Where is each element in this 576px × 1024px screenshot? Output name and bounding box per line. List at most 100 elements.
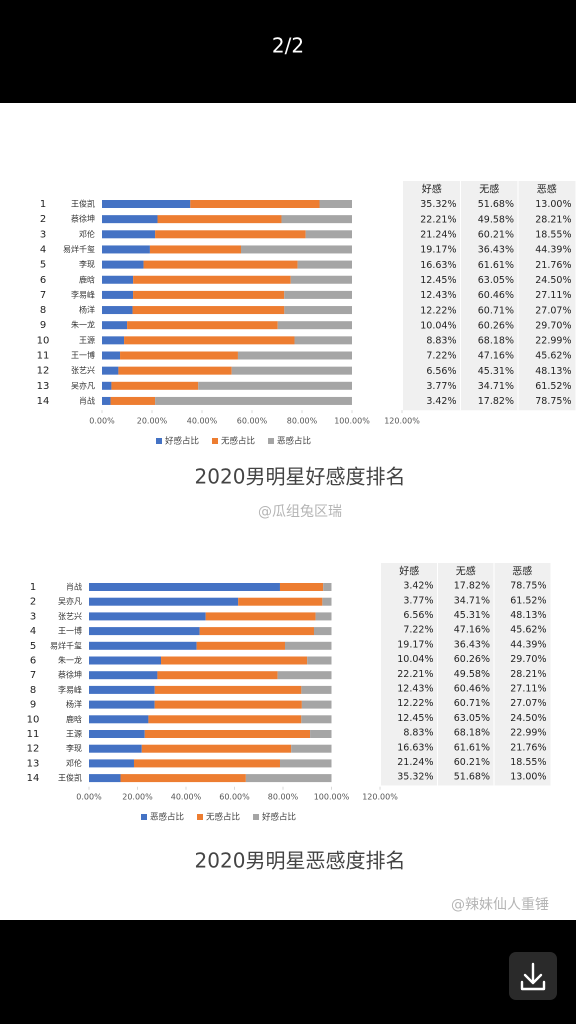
table-cell: 6.56% [426,366,456,377]
table-cell: 36.43% [454,639,490,650]
rank: 9 [30,700,36,711]
table-cell: 19.17% [397,639,433,650]
legend-swatch [268,438,274,444]
bar-segment [294,336,352,345]
legend-swatch [212,438,218,444]
table-cell: 60.21% [478,230,514,241]
category-label: 肖战 [79,395,95,405]
legend-label: 恶感占比 [277,436,311,447]
table-cell: 16.63% [420,260,456,271]
legend-swatch [156,438,162,444]
table-cell: 35.32% [397,772,433,783]
bar-segment [110,396,156,405]
x-tick-label: 120.00% [362,793,398,802]
bar-segment [291,744,332,753]
table-cell: 60.46% [478,290,514,301]
table-cell: 51.68% [454,772,490,783]
table-cell: 13.00% [510,772,546,783]
bar-segment [245,774,332,783]
table-cell: 3.42% [403,581,433,592]
table-cell: 29.70% [535,320,571,331]
bar-segment [196,641,285,650]
x-tick-label: 120.00% [384,417,420,426]
category-label: 朱一龙 [58,655,82,665]
table-cell: 18.55% [535,230,571,241]
table-cell: 16.63% [397,742,433,753]
table-cell: 78.75% [510,581,546,592]
category-label: 蔡徐坤 [71,214,95,224]
table-cell: 44.39% [510,639,546,650]
bar-segment [281,215,352,224]
table-cell: 60.21% [454,757,490,768]
bar-segment [301,700,332,709]
bar-segment [89,774,121,783]
x-tick-label: 0.00% [89,417,115,426]
bar-segment [118,366,232,375]
bar-segment [89,597,239,606]
bar-segment [111,381,199,390]
table-cell: 68.18% [478,336,514,347]
rank: 9 [40,320,46,331]
table-cell: 12.43% [397,683,433,694]
bar-segment [133,275,291,284]
table-cell: 12.22% [397,698,433,709]
bar-segment [102,351,121,360]
bar-segment [279,759,332,768]
rank: 6 [40,275,46,286]
rank: 11 [27,729,40,740]
table-cell: 22.21% [420,214,456,225]
bar-segment [279,583,324,591]
table-cell: 3.42% [426,396,456,407]
table-cell: 12.45% [397,713,433,724]
rank: 2 [30,597,36,608]
bar-segment [102,215,158,224]
table-cell: 27.11% [510,683,546,694]
rank: 10 [37,335,50,346]
bar-segment [102,260,144,269]
table-cell: 21.24% [420,230,456,241]
category-label: 杨洋 [66,699,82,709]
rank: 13 [27,758,40,769]
bar-segment [120,774,246,783]
table-cell: 27.07% [535,305,571,316]
bottom-bar [0,920,576,1024]
table-cell: 28.21% [510,669,546,680]
rank: 8 [40,305,46,316]
table-cell: 51.68% [478,199,514,210]
x-tick-label: 80.00% [268,793,299,802]
table-cell: 17.82% [478,396,514,407]
bar-segment [124,336,295,345]
table-cell: 10.04% [420,320,456,331]
table-cell: 29.70% [510,654,546,665]
category-label: 王俊凯 [71,199,95,209]
table-header: 好感 [422,183,442,196]
bar-segment [144,730,311,738]
rank: 14 [27,773,40,784]
category-label: 邓伦 [79,229,95,239]
rank: 5 [30,641,36,652]
bar-segment [284,306,352,315]
bar-segment [102,230,156,239]
legend-label: 好感占比 [262,812,296,823]
table-cell: 28.21% [535,214,571,225]
table-cell: 7.22% [403,625,433,636]
chart-title: 2020男明星恶感度排名 [195,849,406,873]
download-icon[interactable] [520,962,546,991]
bar-segment [301,715,332,724]
bar-segment [143,260,298,269]
table-cell: 63.05% [478,275,514,286]
bar-segment [89,612,206,621]
table-cell: 24.50% [535,275,571,286]
table-cell: 6.56% [403,610,433,621]
table-cell: 45.62% [535,351,571,362]
download-button[interactable] [509,952,557,1000]
table-cell: 12.45% [420,275,456,286]
legend-swatch [141,814,147,820]
category-label: 朱一龙 [71,320,95,330]
rank: 6 [30,656,36,667]
x-tick-label: 40.00% [187,417,218,426]
table-cell: 49.58% [478,214,514,225]
table-cell: 49.58% [454,669,490,680]
x-tick-label: 80.00% [287,417,318,426]
